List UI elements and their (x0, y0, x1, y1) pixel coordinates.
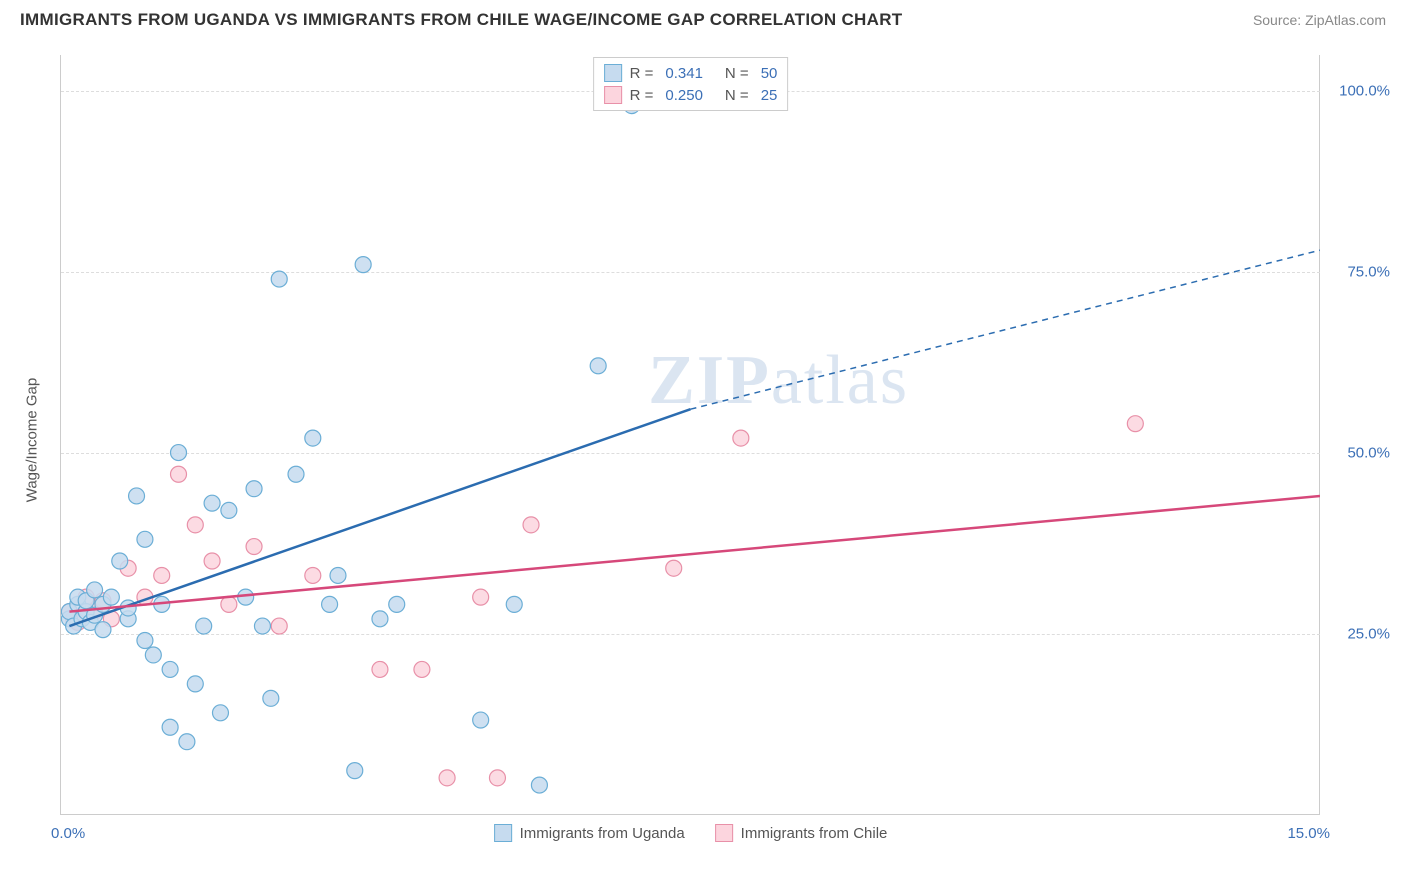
data-point (305, 430, 321, 446)
data-point (171, 466, 187, 482)
legend-item-uganda: Immigrants from Uganda (494, 824, 685, 842)
trend-line (69, 409, 690, 626)
data-point (95, 622, 111, 638)
data-point (196, 618, 212, 634)
data-point (414, 661, 430, 677)
data-point (87, 582, 103, 598)
x-tick-min: 0.0% (51, 825, 85, 842)
data-point (489, 770, 505, 786)
data-point (112, 553, 128, 569)
r-label: R = (630, 65, 654, 82)
data-point (523, 517, 539, 533)
r-label: R = (630, 87, 654, 104)
plot-area: ZIPatlas 25.0%50.0%75.0%100.0% 0.0% 15.0… (60, 55, 1320, 815)
data-point (506, 596, 522, 612)
data-point (204, 553, 220, 569)
data-point (154, 567, 170, 583)
data-point (221, 502, 237, 518)
data-point (347, 763, 363, 779)
legend-swatch-chile (715, 824, 733, 842)
data-point (187, 676, 203, 692)
data-point (263, 690, 279, 706)
data-point (129, 488, 145, 504)
data-point (137, 531, 153, 547)
y-tick-label: 75.0% (1330, 264, 1390, 281)
legend-stats-box: R = 0.341 N = 50 R = 0.250 N = 25 (593, 57, 789, 111)
legend-item-chile: Immigrants from Chile (715, 824, 888, 842)
legend-stats-row-chile: R = 0.250 N = 25 (604, 84, 778, 106)
data-point (162, 661, 178, 677)
data-point (246, 539, 262, 555)
x-tick-max: 15.0% (1287, 825, 1330, 842)
legend-swatch-uganda (604, 64, 622, 82)
n-label: N = (725, 87, 749, 104)
data-point (372, 611, 388, 627)
r-value-chile: 0.250 (665, 87, 703, 104)
data-point (103, 589, 119, 605)
data-point (179, 734, 195, 750)
trend-line-extrapolated (691, 250, 1321, 409)
legend-label-uganda: Immigrants from Uganda (520, 825, 685, 842)
data-point (473, 712, 489, 728)
data-point (473, 589, 489, 605)
legend-label-chile: Immigrants from Chile (741, 825, 888, 842)
data-point (439, 770, 455, 786)
data-point (1127, 416, 1143, 432)
legend-series-box: Immigrants from Uganda Immigrants from C… (494, 824, 888, 842)
y-tick-label: 100.0% (1330, 83, 1390, 100)
data-point (288, 466, 304, 482)
data-point (666, 560, 682, 576)
y-axis-title: Wage/Income Gap (24, 378, 41, 503)
chart-title: IMMIGRANTS FROM UGANDA VS IMMIGRANTS FRO… (20, 10, 902, 30)
data-point (171, 445, 187, 461)
data-point (221, 596, 237, 612)
data-point (246, 481, 262, 497)
data-point (145, 647, 161, 663)
chart-container: Wage/Income Gap ZIPatlas 25.0%50.0%75.0%… (20, 35, 1386, 845)
scatter-svg (61, 55, 1320, 814)
data-point (372, 661, 388, 677)
data-point (322, 596, 338, 612)
data-point (355, 257, 371, 273)
data-point (590, 358, 606, 374)
data-point (271, 271, 287, 287)
data-point (733, 430, 749, 446)
n-label: N = (725, 65, 749, 82)
r-value-uganda: 0.341 (665, 65, 703, 82)
data-point (162, 719, 178, 735)
n-value-chile: 25 (761, 87, 778, 104)
y-tick-label: 50.0% (1330, 445, 1390, 462)
data-point (238, 589, 254, 605)
n-value-uganda: 50 (761, 65, 778, 82)
data-point (137, 633, 153, 649)
y-tick-label: 25.0% (1330, 626, 1390, 643)
data-point (305, 567, 321, 583)
chart-header: IMMIGRANTS FROM UGANDA VS IMMIGRANTS FRO… (0, 0, 1406, 35)
legend-stats-row-uganda: R = 0.341 N = 50 (604, 62, 778, 84)
source-attribution: Source: ZipAtlas.com (1253, 12, 1386, 28)
legend-swatch-chile (604, 86, 622, 104)
data-point (531, 777, 547, 793)
data-point (330, 567, 346, 583)
legend-swatch-uganda (494, 824, 512, 842)
data-point (204, 495, 220, 511)
data-point (389, 596, 405, 612)
data-point (271, 618, 287, 634)
data-point (187, 517, 203, 533)
data-point (254, 618, 270, 634)
data-point (212, 705, 228, 721)
